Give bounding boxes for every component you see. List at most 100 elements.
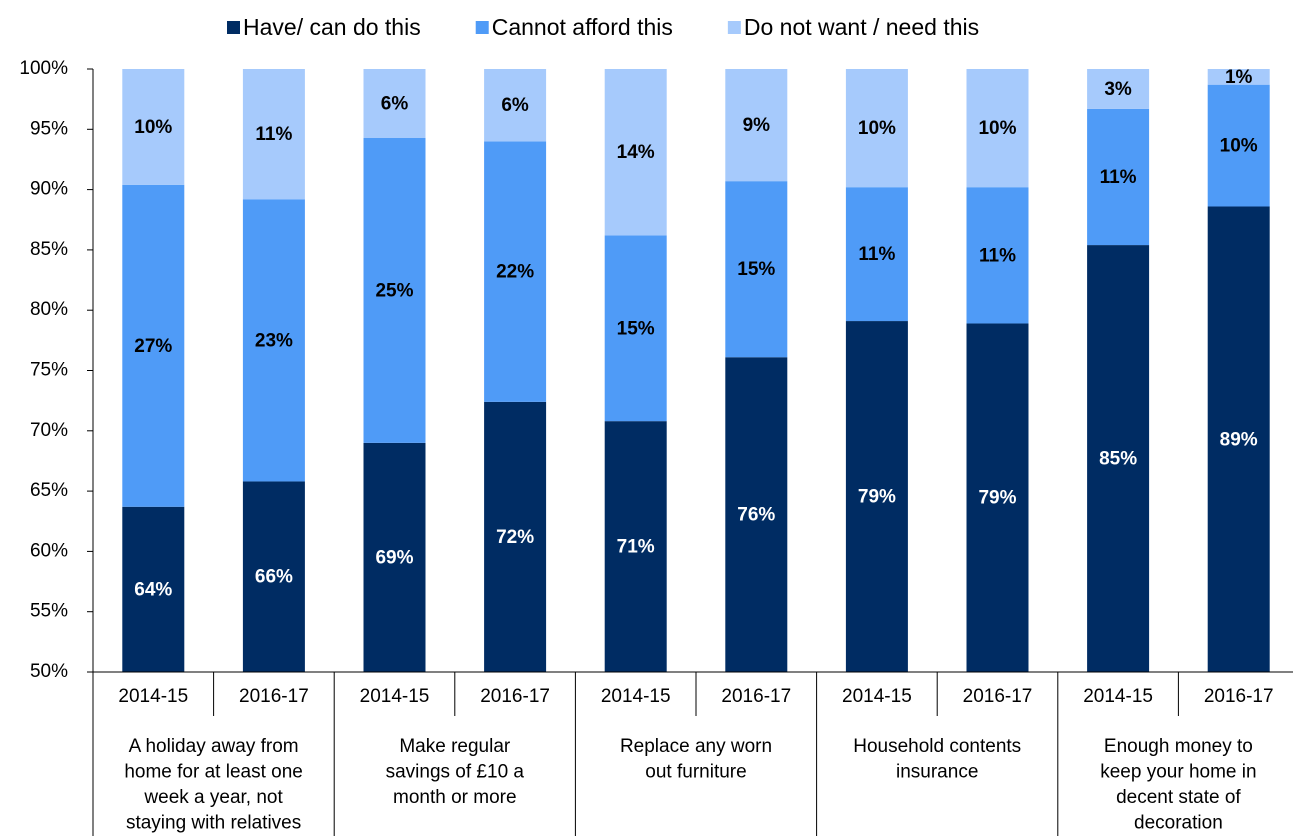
x-tick-label: 2016-17: [480, 686, 550, 707]
data-label: 6%: [501, 95, 529, 116]
data-label: 76%: [737, 505, 775, 526]
legend-label: Do not want / need this: [744, 14, 979, 40]
data-label: 79%: [978, 488, 1016, 509]
bar-segment: [242, 69, 305, 200]
data-label: 79%: [858, 487, 896, 508]
group-label: decoration: [1134, 813, 1223, 834]
bar-segment: [1207, 69, 1270, 85]
data-label: 11%: [255, 124, 292, 145]
bar-segment: [966, 187, 1029, 324]
bar-segment: [122, 506, 185, 672]
x-tick-label: 2014-15: [1083, 686, 1153, 707]
y-tick-label: 90%: [30, 179, 68, 200]
data-label: 69%: [375, 547, 413, 568]
bar-segment: [363, 137, 426, 443]
y-tick-label: 55%: [30, 601, 68, 622]
group-label: savings of £10 a: [386, 762, 525, 783]
legend-swatch: [475, 21, 489, 34]
bar-segment: [725, 69, 788, 182]
bar-segment: [845, 69, 908, 188]
bar-segment: [845, 187, 908, 322]
legend-label: Cannot afford this: [492, 14, 673, 40]
x-tick-label: 2014-15: [842, 686, 912, 707]
data-label: 71%: [617, 537, 655, 558]
bar-segment: [122, 69, 185, 185]
data-label: 89%: [1220, 429, 1258, 450]
group-label: decent state of: [1116, 787, 1241, 808]
bar-segment: [966, 69, 1029, 188]
group-label: Replace any worn: [620, 736, 772, 757]
bar-segment: [1087, 108, 1150, 246]
y-tick-label: 60%: [30, 540, 68, 561]
group-label: A holiday away from: [129, 736, 299, 757]
group-label: Household contents: [853, 736, 1021, 757]
bar-segment: [1207, 84, 1270, 207]
data-label: 66%: [255, 567, 293, 588]
group-label: month or more: [393, 787, 517, 808]
legend-swatch: [727, 21, 741, 34]
y-tick-label: 85%: [30, 239, 68, 260]
y-tick-label: 95%: [30, 118, 68, 139]
data-label: 27%: [134, 336, 172, 357]
data-label: 25%: [375, 280, 413, 301]
y-tick-label: 100%: [19, 58, 68, 79]
bar-segment: [1087, 69, 1150, 109]
data-label: 6%: [381, 93, 409, 114]
data-label: 64%: [134, 579, 172, 600]
data-label: 10%: [858, 118, 896, 139]
bar-segment: [604, 69, 667, 236]
group-label: Make regular: [399, 736, 511, 757]
data-label: 22%: [496, 262, 534, 283]
bar-segment: [845, 321, 908, 672]
group-label: week a year, not: [143, 787, 283, 808]
group-label: out furniture: [645, 762, 746, 783]
y-tick-label: 75%: [30, 360, 68, 381]
bar-segment: [725, 181, 788, 358]
bar-segment: [725, 357, 788, 672]
bar-segment: [484, 401, 547, 672]
data-label: 72%: [496, 527, 534, 548]
bar-segment: [1207, 206, 1270, 672]
data-label: 11%: [1100, 167, 1137, 188]
group-label: Enough money to: [1104, 736, 1253, 757]
x-tick-label: 2014-15: [118, 686, 188, 707]
group-label: home for at least one: [124, 762, 303, 783]
y-tick-label: 65%: [30, 480, 68, 501]
data-label: 14%: [617, 142, 655, 163]
data-label: 3%: [1104, 79, 1132, 100]
y-tick-label: 80%: [30, 299, 68, 320]
data-label: 15%: [617, 318, 655, 339]
legend-swatch: [227, 21, 240, 34]
y-tick-label: 50%: [30, 661, 68, 682]
data-label: 10%: [134, 117, 172, 138]
data-label: 10%: [1220, 136, 1258, 157]
bar-segment: [604, 421, 667, 672]
data-label: 85%: [1099, 449, 1137, 470]
y-tick-label: 70%: [30, 420, 68, 441]
data-label: 10%: [978, 118, 1016, 139]
data-label: 11%: [858, 244, 895, 265]
x-tick-label: 2016-17: [239, 686, 309, 707]
data-label: 1%: [1225, 67, 1253, 88]
bar-segment: [604, 235, 667, 422]
bar-segment: [242, 481, 305, 672]
group-label: insurance: [896, 762, 978, 783]
x-tick-label: 2016-17: [721, 686, 791, 707]
bar-segment: [1087, 245, 1150, 673]
bar-segment: [484, 141, 547, 402]
group-label: keep your home in: [1100, 762, 1256, 783]
group-label: staying with relatives: [126, 813, 301, 834]
x-tick-label: 2016-17: [1204, 686, 1274, 707]
bar-segment: [966, 323, 1029, 672]
bar-segment: [484, 69, 547, 142]
legend-label: Have/ can do this: [243, 14, 421, 40]
data-label: 9%: [743, 115, 771, 136]
bar-segment: [122, 184, 185, 507]
x-tick-label: 2014-15: [601, 686, 671, 707]
bar-segment: [363, 442, 426, 672]
x-tick-label: 2016-17: [963, 686, 1033, 707]
bar-segment: [363, 69, 426, 138]
data-label: 23%: [255, 330, 293, 351]
data-label: 11%: [979, 245, 1016, 266]
